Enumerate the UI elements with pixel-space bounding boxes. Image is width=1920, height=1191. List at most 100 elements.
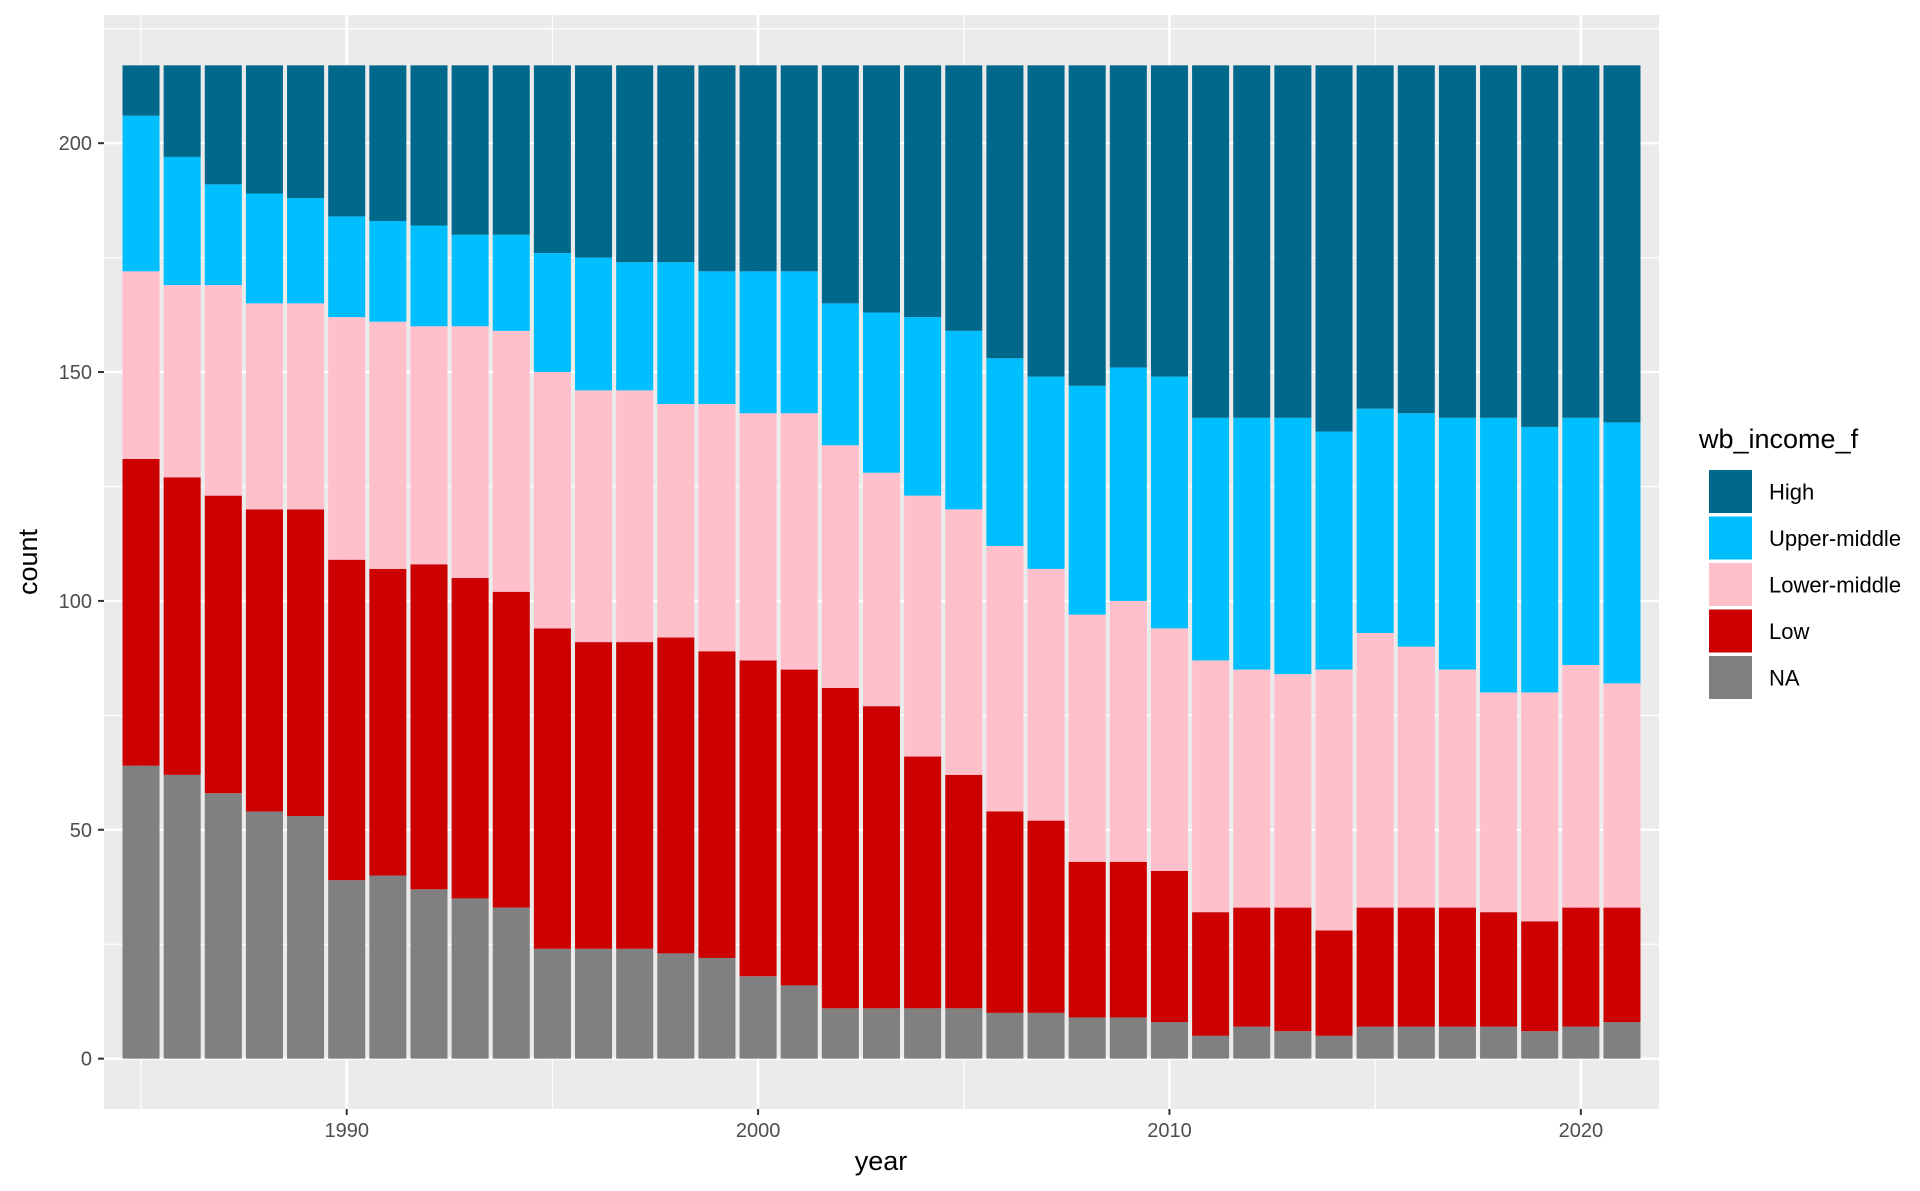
y-axis-ticks: 0 50 100 150 200 <box>59 133 104 1071</box>
bar-segment <box>1603 1022 1641 1059</box>
bar-segment <box>1480 692 1518 913</box>
bar-segment <box>163 65 201 157</box>
x-axis-ticks: 1990 2000 2010 2020 <box>324 1109 1603 1142</box>
bar-segment <box>821 445 859 688</box>
bar-segment <box>945 65 983 331</box>
bar-segment <box>204 285 242 496</box>
bar-segment <box>1438 65 1476 418</box>
bar-segment <box>410 889 448 1059</box>
legend-label: Lower-middle <box>1769 573 1901 598</box>
bar-segment <box>657 262 695 405</box>
bar-segment <box>1109 1017 1147 1059</box>
bar-segment <box>287 816 325 1059</box>
bar-segment <box>575 948 613 1059</box>
bar-segment <box>533 253 571 373</box>
bar-segment <box>204 184 242 286</box>
y-tick-label: 0 <box>81 1049 92 1071</box>
bar-segment <box>821 1008 859 1059</box>
bar-segment <box>163 156 201 286</box>
bar-segment <box>410 564 448 890</box>
bar-segment <box>328 880 366 1059</box>
bar-segment <box>369 321 407 569</box>
bar-segment <box>1068 385 1106 615</box>
bar-segment <box>1603 907 1641 1023</box>
bar-segment <box>1480 65 1518 418</box>
bar-segment <box>204 495 242 794</box>
bar-segment <box>821 65 859 304</box>
bar-segment <box>780 271 818 414</box>
bar-segment <box>410 225 448 327</box>
bar-segment <box>1027 376 1065 569</box>
bar-segment <box>122 459 160 766</box>
y-tick-label: 200 <box>59 133 92 155</box>
legend-key <box>1709 609 1752 653</box>
bar-segment <box>1562 1026 1600 1059</box>
bar-segment <box>986 1012 1024 1059</box>
bar-segment <box>328 216 366 318</box>
bar-segment <box>163 285 201 478</box>
bar-segment <box>1315 1035 1353 1059</box>
bar-segment <box>1603 422 1641 684</box>
bar-segment <box>575 642 613 949</box>
bar-segment <box>862 706 901 1009</box>
bar-segment <box>945 774 983 1009</box>
bar-segment <box>492 330 530 592</box>
bar-segment <box>1150 65 1188 377</box>
bar-segment <box>904 756 942 1009</box>
bar-segment <box>904 1008 942 1059</box>
bar-segment <box>739 65 777 272</box>
bar-segment <box>986 358 1024 546</box>
bar-segment <box>1150 1022 1188 1059</box>
legend-label: Upper-middle <box>1769 526 1901 551</box>
bar-segment <box>245 65 283 194</box>
bar-segment <box>657 637 695 954</box>
bar-segment <box>1233 417 1271 670</box>
bar-segment <box>1480 912 1518 1027</box>
bar-segment <box>204 793 242 1059</box>
bar-segment <box>1233 669 1271 908</box>
bar-segment <box>862 472 901 707</box>
bar-segment <box>821 303 859 446</box>
bar-segment <box>492 234 530 331</box>
bar-segment <box>1150 628 1188 871</box>
bar-segment <box>862 65 901 313</box>
bar-segment <box>657 65 695 263</box>
bar-segment <box>1192 912 1230 1036</box>
bar-segment <box>287 303 325 510</box>
bar-segment <box>780 985 818 1059</box>
bar-segment <box>1603 683 1641 908</box>
bar-segment <box>1192 660 1230 913</box>
bar-segment <box>1068 65 1106 386</box>
bar-segment <box>287 509 325 817</box>
bar-segment <box>698 404 736 652</box>
legend-key <box>1709 563 1752 606</box>
bar-segment <box>1397 413 1435 647</box>
bar-segment <box>1068 861 1106 1018</box>
y-tick-label: 50 <box>70 820 92 842</box>
bar-segment <box>945 509 983 775</box>
bar-segment <box>1356 65 1394 409</box>
legend-items: High Upper-middle Lower-middle Low NA <box>1709 470 1901 699</box>
bar-segment <box>492 65 530 235</box>
bar-segment <box>1150 376 1188 629</box>
bar-segment <box>1356 907 1394 1027</box>
legend-label: High <box>1769 480 1814 505</box>
bar-segment <box>1274 1031 1312 1059</box>
bar-segment <box>1438 907 1476 1027</box>
bar-segment <box>287 198 325 304</box>
bar-segment <box>245 811 283 1059</box>
bar-segment <box>1027 1012 1065 1059</box>
legend: wb_income_f High Upper-middle Lower-middle… <box>1698 424 1901 699</box>
bar-segment <box>369 875 407 1059</box>
bar-segment <box>698 65 736 272</box>
bar-segment <box>945 330 983 510</box>
bar-segment <box>492 591 530 908</box>
bar-segment <box>328 317 366 560</box>
bar-segment <box>245 193 283 304</box>
bar-segment <box>986 65 1024 359</box>
bar-segment <box>1603 65 1641 423</box>
bar-segment <box>1521 921 1559 1032</box>
bar-segment <box>1233 65 1271 418</box>
bar-segment <box>862 312 901 473</box>
